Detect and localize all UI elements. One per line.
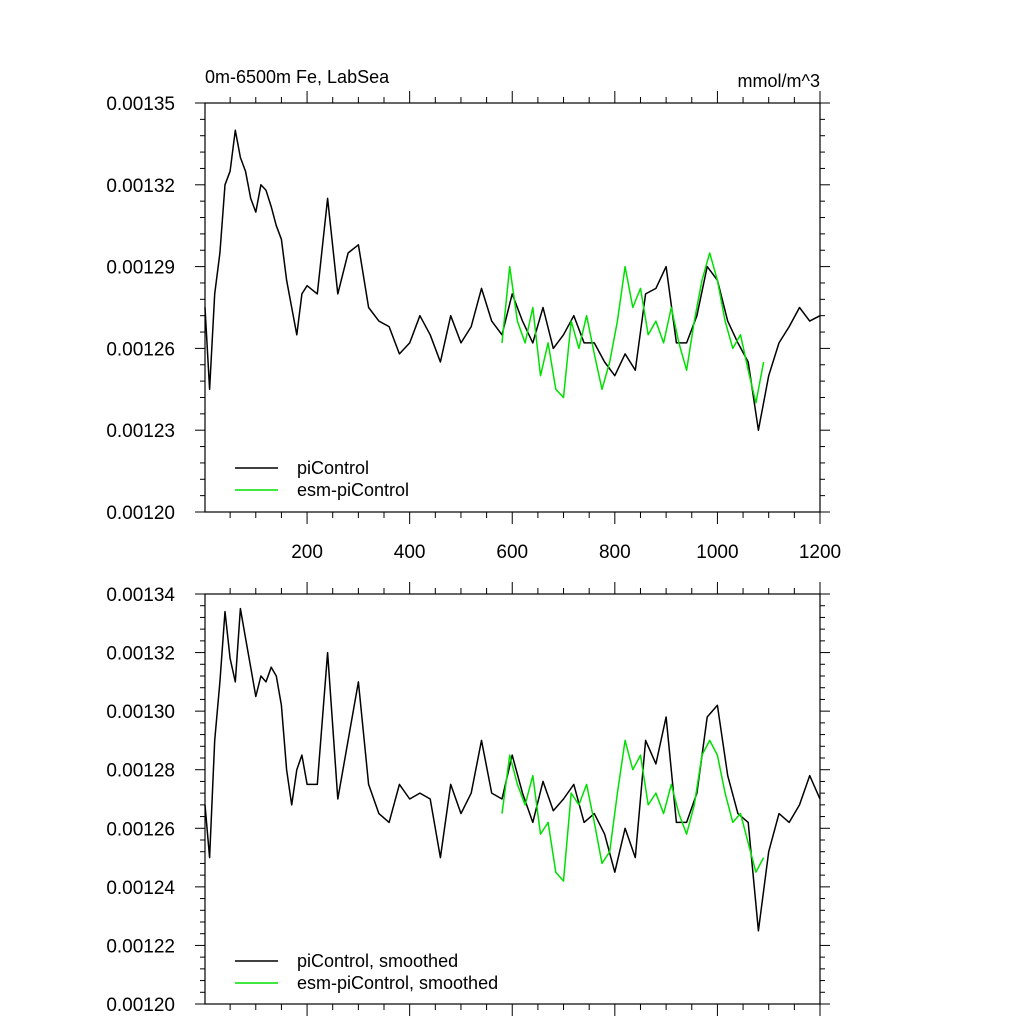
y-tick-label: 0.00132 (106, 176, 175, 197)
legend: piControl esm-piControl (235, 458, 409, 500)
y-tick-label: 0.00129 (106, 258, 175, 279)
series-line-picontrol-smoothed (204, 607, 821, 932)
legend-label-esm-picontrol: esm-piControl (297, 480, 409, 500)
bottom-panel: 0.00120 0.00122 0.00124 0.00126 0.00128 0.001… (106, 582, 830, 1016)
y-tick-label: 0.00126 (106, 339, 175, 360)
legend-label-esm-picontrol-smoothed: esm-piControl, smoothed (297, 973, 498, 993)
y-tick-label: 0.00123 (106, 421, 175, 442)
x-tick-label: 200 (291, 542, 323, 563)
y-tick-label: 0.00120 (106, 503, 175, 524)
units-label: mmol/m^3 (738, 71, 820, 91)
top-panel: 0m-6500m Fe, LabSea mmol/m^3 0.00120 0.00… (106, 67, 841, 563)
plot-frame (204, 102, 821, 513)
y-tick-label: 0.00134 (106, 585, 175, 606)
y-tick-label: 0.00132 (106, 644, 175, 665)
x-tick-label: 1200 (799, 542, 841, 563)
plot-frame (204, 593, 821, 1005)
y-tick-label: 0.00124 (106, 878, 175, 899)
y-tick-label: 0.00128 (106, 761, 175, 782)
x-tick-label: 600 (496, 542, 528, 563)
series-line-esm-picontrol-smoothed (501, 739, 765, 882)
chart-title: 0m-6500m Fe, LabSea (205, 67, 390, 87)
legend-label-picontrol-smoothed: piControl, smoothed (297, 951, 458, 971)
legend-label-picontrol: piControl (297, 458, 369, 478)
x-tick-label: 400 (394, 542, 426, 563)
y-tick-label: 0.00135 (106, 94, 175, 115)
y-tick-label: 0.00130 (106, 702, 175, 723)
series-line-picontrol (204, 129, 821, 431)
series-line-esm-picontrol (501, 252, 765, 404)
legend-smoothed: piControl, smoothed esm-piControl, smoot… (235, 951, 498, 993)
x-tick-label: 1000 (696, 542, 738, 563)
y-tick-label: 0.00120 (106, 995, 175, 1016)
x-tick-label: 800 (599, 542, 631, 563)
y-tick-label: 0.00126 (106, 819, 175, 840)
y-tick-label: 0.00122 (106, 936, 175, 957)
